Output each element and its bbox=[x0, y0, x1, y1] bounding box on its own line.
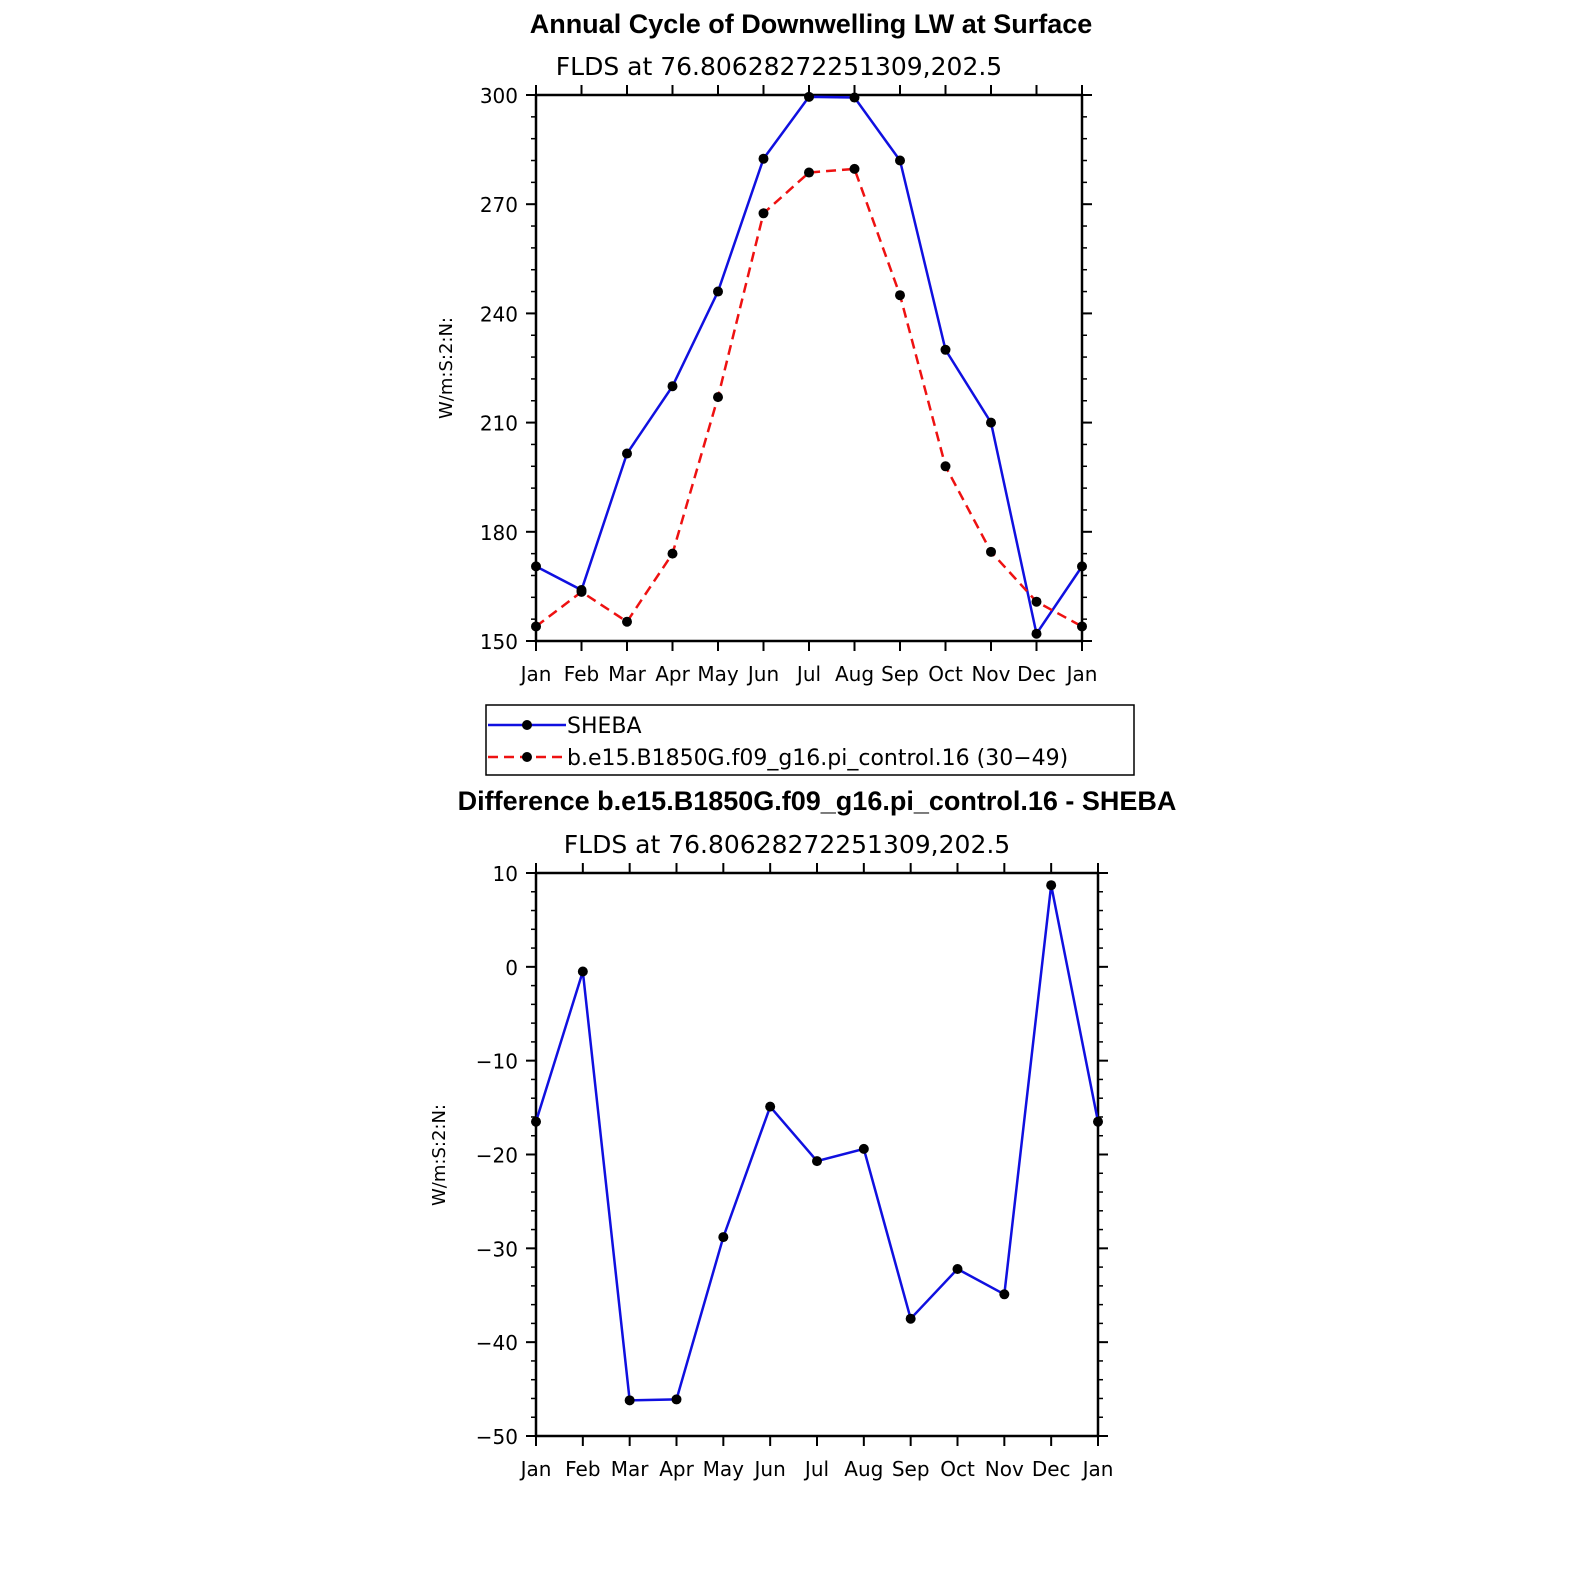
y-tick-label: 270 bbox=[480, 193, 518, 217]
data-point bbox=[622, 616, 632, 627]
series-line-1 bbox=[535, 167, 1083, 628]
bottom-chart: Difference b.e15.B1850G.f09_g16.pi_contr… bbox=[429, 786, 1176, 1481]
x-tick-label: Jan bbox=[1081, 1457, 1114, 1481]
data-point bbox=[718, 1232, 729, 1243]
data-point bbox=[624, 1395, 635, 1406]
data-point bbox=[1077, 621, 1087, 632]
legend-sheba-marker bbox=[522, 720, 532, 730]
y-tick-label: 180 bbox=[480, 521, 518, 545]
y-tick-label: 150 bbox=[480, 630, 518, 654]
y-tick-label: −50 bbox=[476, 1425, 518, 1449]
data-point bbox=[622, 448, 632, 459]
legend-box bbox=[485, 704, 1135, 776]
data-point bbox=[986, 546, 996, 557]
data-point bbox=[531, 621, 541, 632]
data-point bbox=[713, 286, 723, 297]
x-tick-label: Sep bbox=[892, 1457, 930, 1481]
top-chart: Annual Cycle of Downwelling LW at Surfac… bbox=[436, 9, 1097, 686]
data-point bbox=[804, 91, 814, 102]
top-chart-subtitle: FLDS at 76.80628272251309,202.5 bbox=[556, 52, 1002, 81]
y-tick-label: 210 bbox=[480, 412, 518, 436]
x-tick-label: Aug bbox=[835, 662, 874, 686]
data-point bbox=[713, 392, 723, 403]
bottom-chart-subtitle: FLDS at 76.80628272251309,202.5 bbox=[564, 830, 1010, 859]
data-point bbox=[576, 586, 587, 597]
bottom-chart-y-axis-label: W/m:S:2:N: bbox=[429, 1104, 450, 1206]
x-tick-label: Nov bbox=[971, 662, 1010, 686]
y-tick-label: −20 bbox=[476, 1144, 518, 1168]
data-point bbox=[895, 290, 905, 301]
bottom-chart-title: Difference b.e15.B1850G.f09_g16.pi_contr… bbox=[458, 786, 1177, 816]
plot-frame bbox=[534, 871, 1100, 1438]
y-tick-label: 240 bbox=[480, 302, 518, 326]
x-tick-label: Dec bbox=[1032, 1457, 1071, 1481]
y-tick-label: −30 bbox=[476, 1237, 518, 1261]
top-chart-title: Annual Cycle of Downwelling LW at Surfac… bbox=[530, 9, 1093, 39]
x-tick-label: Mar bbox=[611, 1457, 650, 1481]
data-point bbox=[1046, 880, 1057, 891]
x-tick-label: May bbox=[703, 1457, 745, 1481]
y-tick-label: −10 bbox=[476, 1050, 518, 1074]
data-point bbox=[952, 1263, 963, 1274]
data-point bbox=[986, 417, 996, 428]
data-point bbox=[667, 548, 678, 559]
series-line-0 bbox=[534, 884, 1100, 1402]
top-chart-y-axis-label: W/m:S:2:N: bbox=[436, 317, 457, 419]
data-point bbox=[671, 1394, 682, 1405]
legend-sheba-label: SHEBA bbox=[567, 714, 642, 739]
top-chart-plot-area: 150 180 210 240 270 300 Jan Feb Mar Apr May Jun Jul A… bbox=[480, 84, 1098, 686]
x-tick-label: Jan bbox=[519, 1457, 552, 1481]
y-tick-label: −40 bbox=[476, 1331, 518, 1355]
x-tick-label: Jan bbox=[1065, 662, 1098, 686]
x-tick-label: Mar bbox=[608, 662, 647, 686]
data-point bbox=[1077, 561, 1087, 572]
x-tick-label: Jun bbox=[753, 1457, 786, 1481]
legend-model-marker bbox=[522, 752, 532, 762]
data-point bbox=[812, 1156, 822, 1167]
x-tick-label: Jul bbox=[803, 1457, 829, 1481]
data-point bbox=[849, 92, 860, 103]
y-tick-label: 0 bbox=[505, 956, 518, 980]
data-point bbox=[577, 966, 588, 977]
x-tick-label: Feb bbox=[564, 662, 599, 686]
legend-model-label: b.e15.B1850G.f09_g16.pi_control.16 (30−4… bbox=[567, 746, 1068, 771]
data-point bbox=[905, 1313, 916, 1324]
data-point bbox=[1031, 628, 1042, 639]
data-point bbox=[804, 167, 814, 178]
data-point bbox=[940, 461, 951, 472]
y-tick-label: 10 bbox=[493, 862, 518, 886]
x-tick-label: Apr bbox=[659, 1457, 694, 1481]
top-chart-legend: SHEBA b.e15.B1850G.f09_g16.pi_control.16… bbox=[485, 704, 1135, 776]
data-point bbox=[895, 155, 905, 166]
bottom-chart-plot-area: −50 −40 −30 −20 −10 0 10 Jan Feb Mar Apr May Jun Jul A… bbox=[476, 862, 1114, 1481]
x-tick-label: Sep bbox=[881, 662, 919, 686]
x-tick-label: Jun bbox=[746, 662, 779, 686]
x-tick-label: Apr bbox=[655, 662, 690, 686]
x-tick-label: May bbox=[697, 662, 739, 686]
data-point bbox=[849, 163, 860, 174]
x-tick-label: Oct bbox=[940, 1457, 975, 1481]
x-tick-label: Dec bbox=[1017, 662, 1056, 686]
data-point bbox=[758, 208, 769, 219]
x-tick-label: Oct bbox=[928, 662, 963, 686]
data-point bbox=[1031, 596, 1042, 607]
y-tick-label: 300 bbox=[480, 84, 518, 108]
x-tick-label: Feb bbox=[565, 1457, 600, 1481]
data-point bbox=[940, 344, 951, 355]
data-point bbox=[999, 1289, 1010, 1300]
x-tick-label: Nov bbox=[985, 1457, 1024, 1481]
data-point bbox=[1093, 1116, 1103, 1127]
data-point bbox=[758, 153, 769, 164]
x-tick-label: Aug bbox=[844, 1457, 883, 1481]
x-tick-label: Jul bbox=[795, 662, 821, 686]
data-point bbox=[531, 1116, 541, 1127]
data-point bbox=[858, 1143, 869, 1154]
x-tick-label: Jan bbox=[519, 662, 552, 686]
data-point bbox=[765, 1101, 776, 1112]
data-point bbox=[667, 381, 678, 392]
data-point bbox=[531, 561, 541, 572]
